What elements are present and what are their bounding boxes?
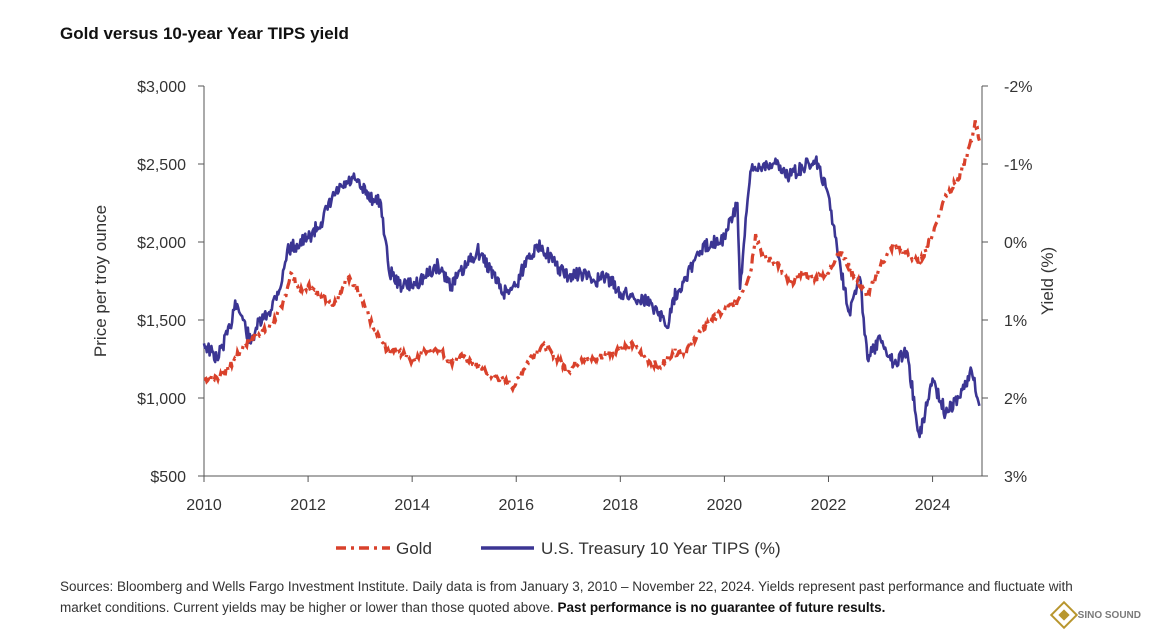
legend: Gold U.S. Treasury 10 Year TIPS (%) [336,539,781,558]
logo-text: SINO SOUND [1077,609,1141,621]
y-tick-label: $2,000 [137,235,186,252]
y2-tick-label: 1% [1004,313,1027,330]
footnote-disclaimer: Past performance is no guarantee of futu… [557,600,886,615]
y-tick-label: $1,500 [137,313,186,330]
series-line-tips [202,155,981,439]
y2-tick-label: -2% [1004,79,1032,96]
y2-tick-label: 2% [1004,391,1027,408]
y2-tick-label: -1% [1004,157,1032,174]
y2-axis-title: Yield (%) [1038,247,1057,315]
x-tick-label: 2016 [498,497,534,514]
y-tick-label: $1,000 [137,391,186,408]
chart-title: Gold versus 10-year Year TIPS yield [60,24,349,43]
x-tick-label: 2018 [603,497,639,514]
x-tick-label: 2022 [811,497,847,514]
x-tick-label: 2020 [707,497,743,514]
footnote: Sources: Bloomberg and Wells Fargo Inves… [60,576,1110,618]
legend-gold-label: Gold [396,539,432,558]
y-tick-label: $3,000 [137,79,186,96]
x-tick-label: 2012 [290,497,326,514]
x-tick-label: 2024 [915,497,951,514]
logo: SINO SOUND [1049,600,1141,630]
x-tick-label: 2014 [394,497,430,514]
legend-tips-label: U.S. Treasury 10 Year TIPS (%) [541,539,781,558]
diamond-logo-icon [1049,600,1078,630]
series-layer [202,120,981,439]
y-axis-title: Price per troy ounce [91,205,110,357]
y-tick-label: $2,500 [137,157,186,174]
x-tick-label: 2010 [186,497,222,514]
footnote-text: Sources: Bloomberg and Wells Fargo Inves… [60,579,1073,615]
y2-tick-label: 0% [1004,235,1027,252]
y2-tick-label: 3% [1004,469,1027,486]
series-line-gold [203,120,981,394]
y-tick-label: $500 [150,469,186,486]
axes: $500 $1,000 $1,500 $2,000 $2,500 $3,000 3% 2% 1%… [137,79,1032,514]
chart: $500 $1,000 $1,500 $2,000 $2,500 $3,000 3% 2% 1%… [91,79,1057,558]
